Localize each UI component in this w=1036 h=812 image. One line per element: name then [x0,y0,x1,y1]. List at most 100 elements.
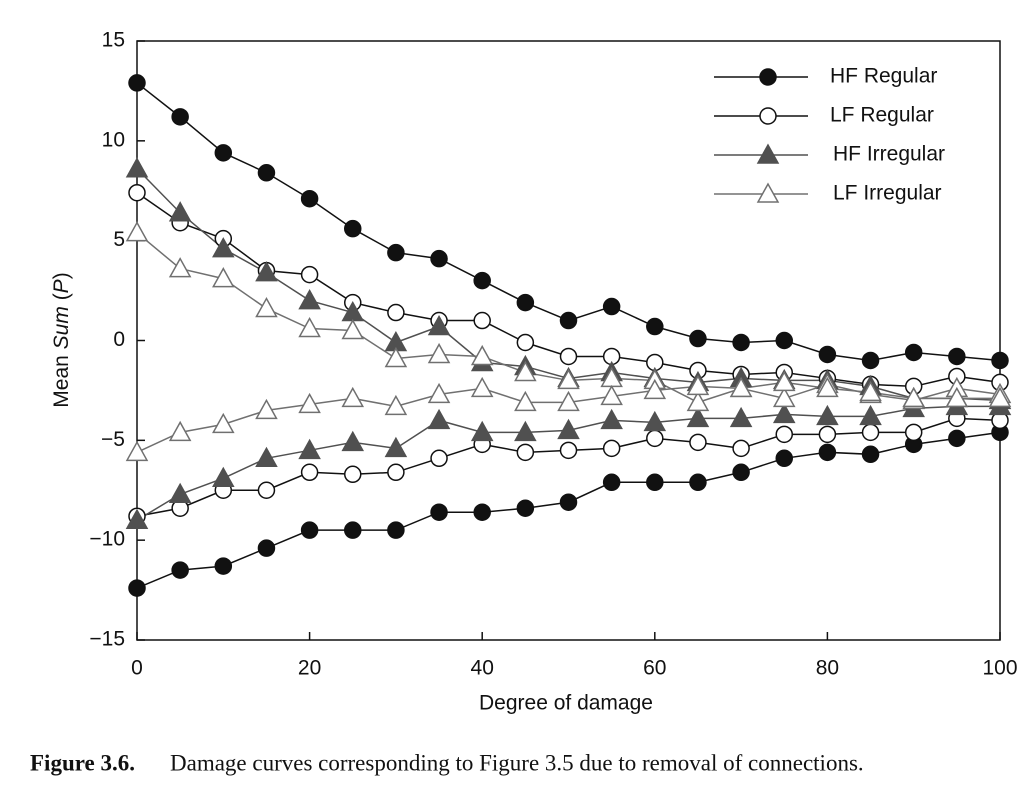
data-point [859,380,882,402]
y-label-part: ) [50,272,73,279]
data-point [384,436,408,458]
data-point [171,561,189,579]
data-point [818,345,837,364]
legend-marker [756,143,780,164]
data-point [732,439,750,458]
data-point [255,261,278,282]
data-point [559,347,578,366]
data-point [470,420,494,442]
data-point [904,343,923,362]
data-point [387,521,405,539]
legend-label: HF Regular [830,65,937,88]
data-point [214,144,233,162]
data-point [212,466,235,488]
data-point [168,257,192,278]
data-point [128,579,146,597]
data-point [214,557,233,575]
data-point [298,316,321,338]
data-point [516,443,535,462]
data-point [344,465,362,484]
data-point [128,74,146,92]
data-point [775,331,793,350]
legend-marker [756,182,780,203]
data-point [212,237,235,258]
data-point [516,293,535,312]
data-point [298,438,321,460]
data-point [689,329,707,348]
data-point [344,219,362,238]
x-axis-label: Degree of damage [479,692,653,715]
data-point [257,539,276,557]
data-point [816,376,839,398]
data-point [257,481,276,499]
data-point [473,503,491,521]
data-point [861,445,880,464]
data-point [602,473,621,492]
data-point [859,404,882,426]
data-point [775,425,793,444]
y-tick-label: 0 [113,328,125,351]
data-point [387,463,405,482]
x-tick-label: 80 [816,657,839,680]
data-point [861,351,880,370]
data-point [516,499,535,517]
data-point [514,360,537,382]
y-label-part: P [50,279,73,293]
data-point [559,441,578,460]
y-label-part: Sum [50,306,73,349]
legend-marker [759,107,777,125]
data-point [557,418,580,440]
data-point [427,314,451,336]
caption-label: Figure 3.6. [30,750,135,775]
caption-text: Damage curves corresponding to Figure 3.… [170,750,864,775]
data-point [298,392,321,414]
y-tick-label: −15 [89,628,125,651]
data-point [387,243,405,262]
data-point [212,267,235,288]
data-point [300,265,319,284]
data-point [470,376,494,398]
data-point [384,346,408,368]
data-point [646,317,664,336]
data-point [255,446,278,468]
data-point [600,384,623,406]
data-point [904,423,923,442]
data-point [557,368,580,390]
data-point [816,404,839,426]
data-point [430,449,448,468]
data-point [300,463,319,482]
data-point [729,406,753,428]
data-point [948,347,966,366]
data-point [732,463,750,482]
data-point [125,440,149,462]
data-point [300,189,319,208]
y-tick-label: −10 [89,528,125,551]
data-point [212,412,235,434]
data-point [430,249,448,268]
legend-label: LF Regular [830,104,934,127]
data-point [514,390,537,412]
data-point [470,344,494,366]
data-point [988,386,1012,408]
y-label-part: ( [50,293,73,306]
data-point [473,271,491,290]
data-point [128,183,146,202]
data-point [387,303,405,322]
data-point [473,311,491,330]
data-point [818,425,837,444]
data-point [732,333,750,352]
data-point [689,433,707,452]
data-point [427,382,451,404]
data-point [341,386,365,408]
data-point [689,473,707,492]
legend-marker [759,68,777,86]
legend-label: LF Irregular [833,182,942,205]
data-point [602,297,621,316]
x-tick-label: 60 [643,657,666,680]
data-point [168,201,192,222]
data-point [514,420,537,442]
data-point [559,493,578,511]
data-point [686,406,710,428]
data-point [945,386,969,408]
